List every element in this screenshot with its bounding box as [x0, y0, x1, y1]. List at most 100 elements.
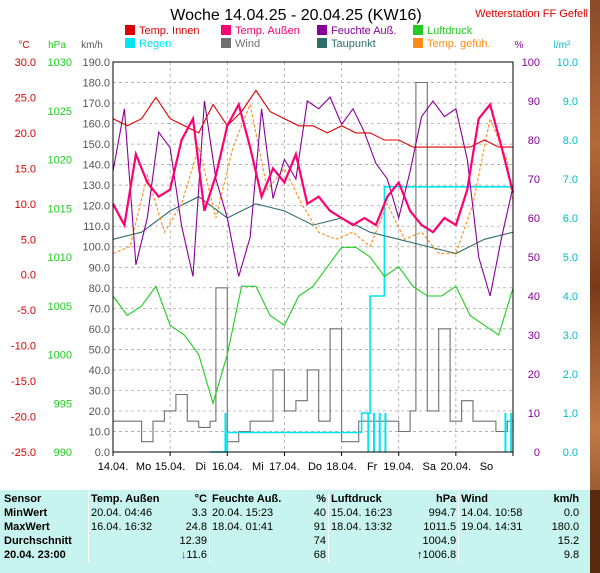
series-feuchte-au- — [112, 96, 514, 297]
series-layer — [112, 81, 515, 453]
wind-tick: 60.0 — [89, 324, 110, 336]
legend-label: Regen — [139, 38, 171, 50]
press-value: 994.7 — [428, 507, 457, 519]
hum-value: 91 — [313, 521, 326, 533]
wind-time: 19.04. 14:31 — [458, 520, 543, 534]
temp-value: 12.39 — [179, 535, 207, 547]
pressure-tick: 1020 — [48, 155, 72, 167]
humidity-tick: 80 — [528, 135, 540, 147]
wind-tick: 0.0 — [95, 447, 110, 459]
series-taupunkt — [112, 196, 514, 255]
wind-time — [458, 534, 543, 548]
hum-value: 74 — [313, 535, 326, 547]
header-hum-unit: % — [316, 493, 326, 505]
legend: Temp. Innen Temp. Außen Feuchte Auß. Luftdr… — [125, 25, 491, 50]
press-value: 1011.5 — [423, 521, 457, 533]
rain-bar — [384, 413, 387, 452]
hum-time — [209, 548, 296, 562]
series-temp-innen — [112, 89, 513, 148]
pressure-tick: 1000 — [48, 350, 72, 362]
x-tick: Fr — [367, 461, 378, 473]
rain-tick: 6.0 — [563, 213, 578, 225]
temp-tick: 15.0 — [15, 163, 36, 175]
press-time — [328, 548, 415, 562]
stats-row-min: MinWert 20.04. 04:46 3.3 20.04. 15:23 40… — [2, 506, 581, 520]
rain-tick: 1.0 — [563, 408, 578, 420]
header-temp: Temp. Außen — [88, 492, 175, 506]
temp-value: ↓11.6 — [175, 548, 209, 562]
wind-tick: 180.0 — [82, 78, 110, 90]
rain-bar — [373, 413, 375, 452]
x-tick: 19.04. — [383, 461, 414, 473]
pressure-tick: 990 — [54, 447, 72, 459]
trend-down-icon: ↓ — [180, 549, 187, 561]
humidity-tick: 10 — [528, 408, 540, 420]
rain-tick: 3.0 — [563, 330, 578, 342]
x-tick: 16.04. — [212, 461, 243, 473]
legend-label: Taupunkt — [331, 38, 376, 50]
rain-tick: 7.0 — [563, 174, 578, 186]
x-tick: 17.04. — [269, 461, 300, 473]
press-value: 1004.9 — [422, 535, 457, 547]
temp-time: 20.04. 04:46 — [88, 506, 175, 520]
axis-labels: °C hPa km/h% l/m² 30.0 25.0 20.0 15.0 10.0 5.0 0.0… — [11, 40, 578, 473]
humidity-tick: 40 — [528, 291, 540, 303]
wind-tick: 130.0 — [82, 180, 110, 192]
wind-tick: 30.0 — [89, 385, 110, 397]
wind-tick: 160.0 — [82, 119, 110, 131]
rain-bar — [224, 413, 227, 452]
humidity-tick: 20 — [528, 369, 540, 381]
x-tick: Sa — [423, 461, 437, 473]
wind-value: 15.2 — [557, 535, 580, 547]
temp-value: 24.8 — [185, 521, 207, 533]
header-wind-unit: km/h — [553, 493, 580, 505]
temp-tick: 25.0 — [15, 92, 36, 104]
humidity-unit: % — [515, 40, 524, 51]
header-sensor: Sensor — [4, 493, 42, 505]
humidity-tick: 30 — [528, 330, 540, 342]
wind-time — [458, 548, 543, 562]
temp-tick: -20.0 — [11, 412, 36, 424]
wind-tick: 100.0 — [82, 242, 110, 254]
temp-tick: 5.0 — [21, 234, 36, 246]
trend-up-icon: ↑ — [417, 549, 423, 561]
pressure-tick: 1025 — [48, 106, 72, 118]
x-tick: So — [480, 461, 493, 473]
rain-tick: 9.0 — [563, 96, 578, 108]
chart-title: Woche 14.04.25 - 20.04.25 (KW16) — [170, 7, 421, 24]
temp-tick: 30.0 — [15, 57, 36, 69]
rain-bar — [367, 413, 370, 452]
temp-tick: 0.0 — [21, 270, 36, 282]
x-tick: 15.04. — [155, 461, 186, 473]
legend-swatch — [221, 38, 231, 48]
wind-tick: 120.0 — [82, 201, 110, 213]
temp-tick: -5.0 — [17, 305, 36, 317]
header-hum: Feuchte Auß. — [209, 492, 296, 506]
temp-tick: -10.0 — [11, 341, 36, 353]
wind-unit: km/h — [81, 40, 103, 51]
legend-label: Temp. gefüh. — [427, 38, 491, 50]
wind-tick: 110.0 — [83, 221, 110, 233]
legend-swatch — [317, 38, 327, 48]
wind-tick: 170.0 — [82, 98, 110, 110]
background-photo-edge — [590, 0, 600, 573]
wind-tick: 150.0 — [82, 139, 110, 151]
temp-tick: -15.0 — [11, 376, 36, 388]
temp-value: 3.3 — [191, 507, 207, 519]
grid — [112, 62, 514, 456]
humidity-tick: 70 — [528, 174, 540, 186]
humidity-tick: 60 — [528, 213, 540, 225]
temp-time — [88, 534, 175, 548]
press-time: 15.04. 16:23 — [328, 506, 415, 520]
hum-time — [209, 534, 296, 548]
series-luftdruck — [112, 246, 514, 406]
wind-tick: 190.0 — [82, 57, 110, 69]
temp-unit: °C — [18, 40, 29, 51]
row-label: MaxWert — [4, 521, 50, 533]
legend-label: Temp. Innen — [139, 25, 200, 37]
wind-tick: 90.0 — [89, 262, 110, 274]
rain-tick: 8.0 — [563, 135, 578, 147]
header-press: Luftdruck — [328, 492, 415, 506]
x-tick: Do — [308, 461, 322, 473]
humidity-tick: 90 — [528, 96, 540, 108]
